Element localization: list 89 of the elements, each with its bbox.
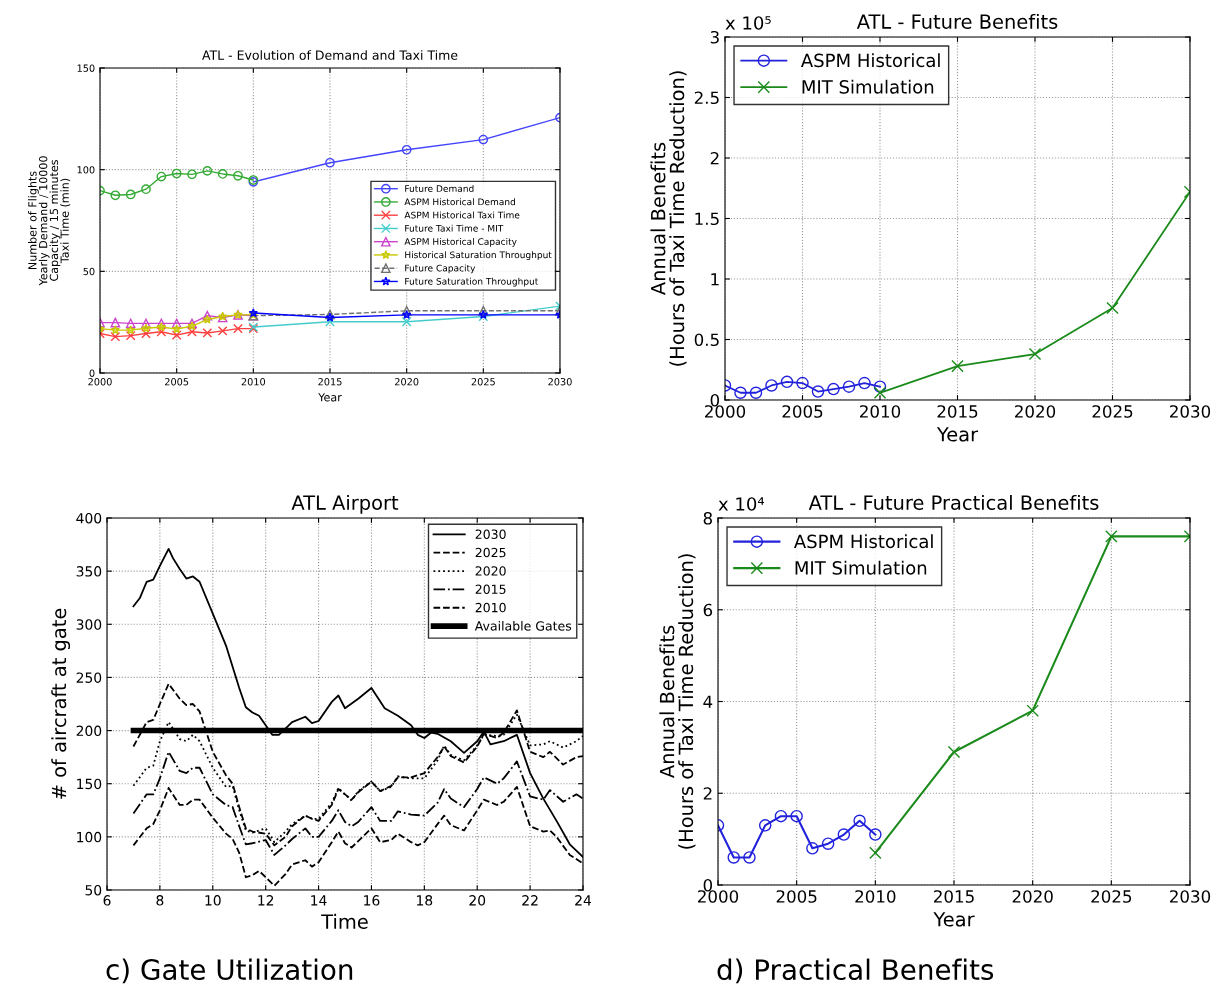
x-tick-label: 2030 [1170, 405, 1211, 418]
legend-label: Future Demand [405, 185, 474, 192]
x-tick-label: 2030 [1170, 890, 1211, 903]
legend-label: Future Taxi Time - MIT [405, 224, 504, 232]
y-tick-label: 0 [89, 369, 95, 377]
x-tick-label: 2000 [88, 378, 112, 386]
x-tick-label: 2025 [471, 378, 495, 386]
x-tick-label: 2005 [776, 890, 817, 903]
legend-label: Future Saturation Throughput [405, 277, 539, 287]
text: x 10⁴ [718, 497, 765, 511]
x-tick-label: 2000 [698, 890, 739, 903]
legend-label: 2015 [475, 584, 506, 594]
legend-label: Available Gates [474, 620, 572, 631]
chart-title: ATL - Evolution of Demand and Taxi Time [202, 50, 458, 60]
x-tick-label: 6 [103, 895, 111, 906]
y-tick-label: 150 [77, 64, 95, 72]
x-tick-label: 2000 [705, 405, 746, 418]
y-axis-title: Annual Benefits (Hours of Taxi Time Reduction) [650, 71, 687, 366]
y-tick-label: 200 [76, 725, 102, 737]
chart-title: ATL - Future Benefits [856, 13, 1058, 29]
y-tick-label: 2 [703, 787, 712, 800]
y-tick-label: 6 [703, 603, 713, 617]
x-tick-label: 2030 [548, 378, 572, 386]
chart-title: ATL - Future Practical Benefits [808, 494, 1099, 510]
y-tick-label: 100 [77, 831, 102, 843]
x-tick-label: 20 [469, 895, 486, 906]
y-tick-label: 1 [711, 273, 719, 286]
legend-label: ASPM Historical Demand [404, 198, 515, 206]
legend-label: ASPM Historical Taxi Time [404, 211, 520, 219]
x-tick-label: 2025 [1091, 890, 1132, 903]
legend-label: 2025 [475, 547, 506, 558]
y-tick-label: 50 [83, 267, 95, 276]
text: d) Practical Benefits [717, 958, 994, 984]
x-tick-label: 2025 [1092, 405, 1133, 418]
legend-label: Historical Saturation Throughput [405, 251, 552, 260]
x-tick-label: 2015 [937, 405, 978, 418]
x-tick-label: 18 [417, 895, 433, 906]
chart-title: ATL Airport [291, 494, 399, 514]
legend-label: ASPM Historical Capacity [404, 238, 517, 247]
x-tick-label: 12 [258, 895, 274, 906]
legend-label: 2030 [475, 529, 506, 539]
x-tick-label: 8 [156, 895, 164, 906]
x-axis-title: Year [936, 427, 979, 442]
x-tick-label: 16 [364, 895, 380, 906]
x-tick-label: 2010 [855, 890, 896, 903]
x-tick-label: 10 [205, 895, 221, 906]
y-tick-label: 300 [76, 619, 102, 630]
x-tick-label: 14 [311, 895, 327, 906]
y-axis-title: Annual Benefits (Hours of Taxi Time Reduction) [659, 554, 696, 849]
y-tick-label: 150 [77, 778, 102, 790]
y-axis-title: Number of Flights Yearly Demand / 10000 Capacity / 15 minutes Taxi Time (min) [28, 156, 71, 286]
x-tick-label: 22 [522, 895, 538, 906]
legend-label: Future Capacity [405, 264, 476, 274]
x-axis-title: Year [318, 393, 342, 402]
y-tick-label: 0 [703, 878, 713, 892]
legend-label: ASPM Historical [793, 534, 933, 549]
y-tick-label: 0 [710, 393, 720, 407]
x-tick-label: 2015 [934, 890, 974, 903]
x-tick-label: 2010 [241, 378, 266, 386]
y-tick-label: 100 [77, 166, 95, 174]
x-tick-label: 2015 [318, 378, 342, 386]
x-axis-title: Year [933, 912, 975, 927]
x-tick-label: 24 [575, 895, 592, 906]
legend-label: ASPM Historical [800, 53, 940, 68]
y-tick-label: 1.5 [695, 212, 719, 226]
y-tick-label: 250 [76, 672, 102, 683]
x-tick-label: 2020 [1012, 890, 1053, 903]
text: x 10⁵ [725, 16, 771, 30]
y-tick-label: 2 [710, 151, 719, 165]
x-tick-label: 2020 [395, 378, 419, 386]
y-tick-label: 3 [710, 30, 719, 44]
y-axis-title: # of aircraft at gate [51, 608, 71, 799]
y-tick-label: 350 [76, 566, 102, 577]
x-tick-label: 2010 [860, 405, 901, 418]
legend-label: 2010 [475, 602, 506, 613]
legend-label: MIT Simulation [795, 560, 927, 575]
y-tick-label: 0.5 [694, 333, 719, 347]
text: c) Gate Utilization [106, 958, 353, 984]
y-tick-label: 8 [703, 511, 712, 525]
y-tick-label: 4 [703, 695, 713, 708]
y-tick-label: 400 [76, 512, 102, 524]
legend-label: 2020 [475, 566, 506, 576]
x-axis-title: Time [321, 913, 368, 929]
y-tick-label: 50 [85, 884, 102, 896]
x-tick-label: 2005 [165, 378, 189, 386]
x-tick-label: 2005 [782, 405, 823, 418]
y-tick-label: 2.5 [694, 91, 719, 105]
legend-label: MIT Simulation [802, 79, 934, 94]
x-tick-label: 2020 [1015, 405, 1056, 418]
